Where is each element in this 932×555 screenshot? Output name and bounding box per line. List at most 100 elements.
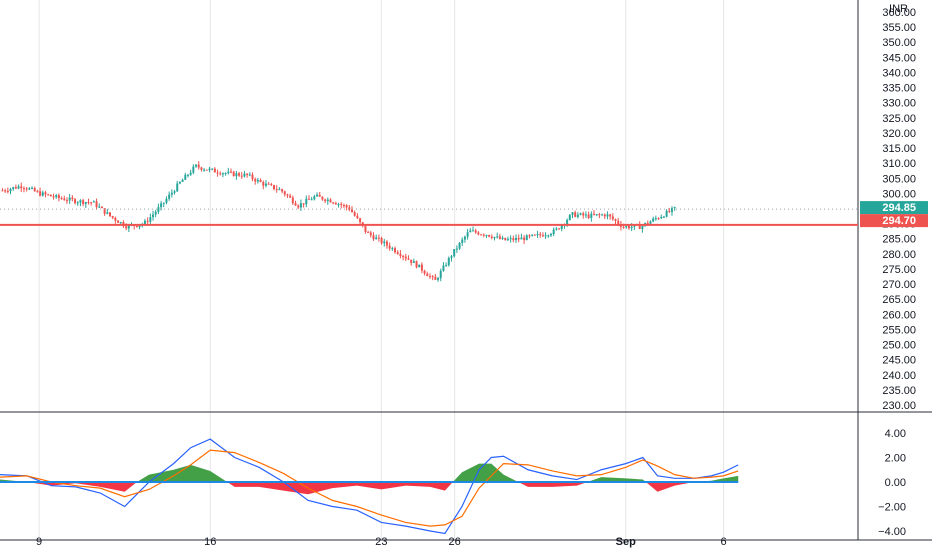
candle	[493, 236, 496, 241]
candle	[283, 190, 286, 197]
candle	[660, 214, 663, 219]
price-tick-label: 260.00	[882, 309, 916, 321]
candle	[318, 191, 321, 197]
candle	[472, 226, 474, 232]
candle	[488, 234, 491, 238]
candle	[587, 211, 590, 220]
candle	[230, 168, 232, 174]
candle	[509, 235, 512, 243]
candle	[25, 186, 28, 192]
candle	[275, 185, 278, 193]
candle	[334, 201, 337, 205]
candle	[12, 186, 15, 191]
candle	[576, 212, 579, 219]
candle	[90, 201, 93, 206]
candle	[154, 209, 157, 218]
price-tick-label: 330.00	[882, 98, 916, 110]
candle	[57, 193, 60, 202]
candle	[216, 169, 219, 177]
candle	[326, 197, 329, 205]
candle	[455, 245, 458, 253]
candle	[36, 189, 39, 193]
date-tick-label: 23	[375, 536, 387, 548]
candle	[165, 196, 168, 205]
candle	[192, 164, 195, 175]
candle	[447, 256, 450, 267]
candle	[176, 180, 179, 192]
candle	[490, 234, 493, 240]
price-tick-label: 305.00	[882, 173, 916, 185]
histogram-negative	[0, 482, 739, 495]
candle	[434, 273, 437, 280]
candle	[528, 234, 531, 239]
price-tick-label: 255.00	[882, 324, 916, 336]
candle	[402, 254, 405, 261]
candle	[662, 215, 665, 219]
candle	[442, 262, 445, 272]
candle	[71, 195, 74, 202]
candle	[63, 195, 66, 201]
candle	[364, 225, 367, 234]
candle	[396, 250, 399, 255]
candle	[9, 187, 12, 195]
candle	[4, 188, 7, 193]
candle	[515, 234, 518, 243]
price-tick-label: 240.00	[882, 370, 916, 382]
candle	[256, 177, 259, 184]
candle	[426, 271, 429, 277]
candle	[536, 230, 539, 238]
axis-labels: 9 16 23 26 Sep 6 230.00 235.00 240.00 245.00 250.0…	[36, 3, 928, 548]
candle	[278, 187, 281, 191]
candle	[321, 196, 324, 201]
candle	[310, 196, 313, 201]
candle	[461, 237, 464, 247]
candle	[383, 238, 386, 247]
candle	[100, 206, 103, 209]
candle	[410, 259, 413, 266]
candle	[248, 172, 251, 177]
candle	[286, 193, 289, 198]
signal-line	[0, 449, 739, 527]
candle	[41, 190, 44, 197]
candle	[377, 234, 380, 242]
candle	[450, 254, 453, 262]
candle	[601, 213, 604, 216]
macd-histogram	[0, 463, 739, 495]
candle	[84, 201, 87, 208]
candle	[332, 201, 335, 205]
candle	[221, 172, 224, 178]
candle	[238, 171, 241, 177]
candle	[109, 212, 111, 218]
candle	[340, 202, 343, 209]
current-price-badge: 294.85	[860, 201, 928, 215]
candle	[111, 215, 114, 220]
candle	[208, 166, 211, 173]
macd-tick-label: 4.00	[885, 428, 906, 440]
candle	[240, 172, 243, 179]
candle	[146, 217, 149, 225]
candle	[480, 233, 483, 236]
candle	[673, 206, 676, 211]
candle	[337, 202, 340, 208]
candle	[345, 204, 348, 211]
candle	[668, 208, 671, 213]
candle	[571, 211, 574, 219]
macd-tick-label: −2.00	[878, 502, 906, 514]
candle	[372, 232, 375, 241]
date-tick-label: 6	[720, 536, 726, 548]
macd-lines	[0, 438, 739, 535]
candle	[135, 225, 138, 228]
candle	[506, 236, 509, 241]
candle	[203, 168, 206, 172]
candle	[262, 180, 265, 190]
candle	[329, 198, 332, 203]
histogram-positive	[0, 463, 739, 482]
candle	[558, 228, 561, 230]
candle	[211, 168, 214, 171]
candle	[227, 167, 230, 175]
candle	[1, 188, 4, 192]
candle	[579, 212, 582, 216]
candle	[157, 203, 160, 214]
